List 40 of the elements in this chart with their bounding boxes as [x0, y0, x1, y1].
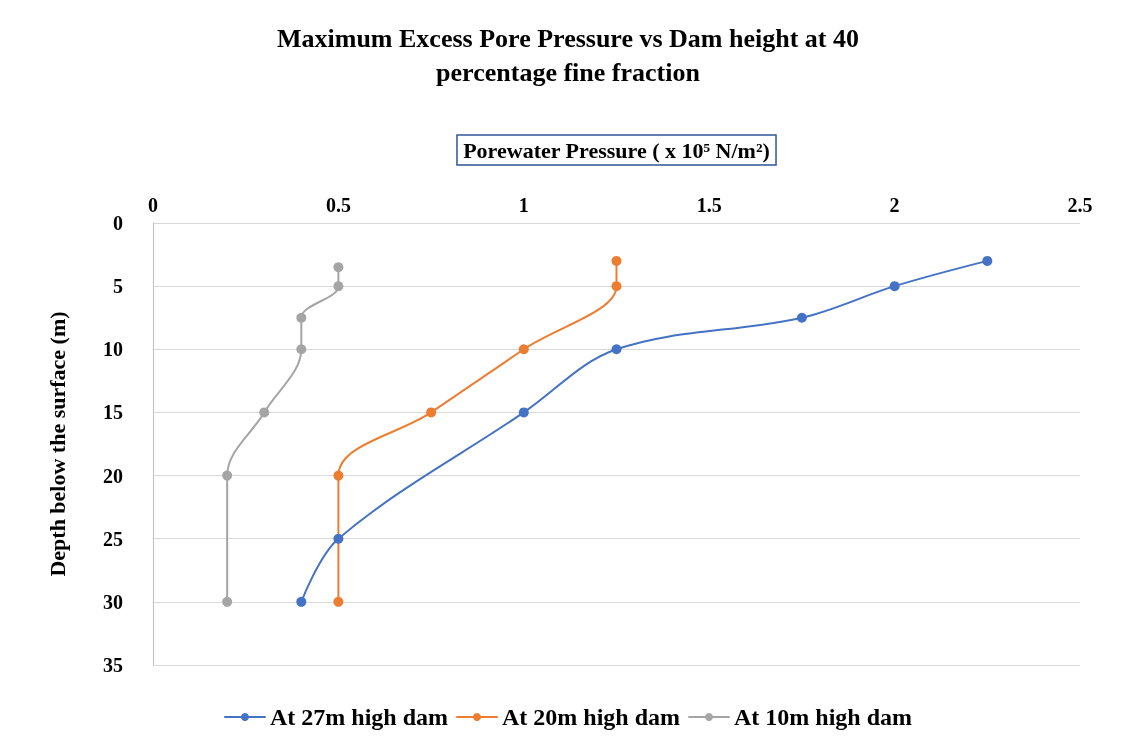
y-tick-label: 20 [103, 464, 123, 487]
point [889, 281, 900, 292]
point [333, 596, 344, 607]
point [333, 533, 344, 544]
x-tick-label: 2.5 [1067, 194, 1093, 216]
y-tick-label: 25 [103, 527, 123, 550]
point [296, 312, 307, 323]
y-tick-label: 30 [103, 590, 123, 613]
point [259, 407, 270, 418]
y-tick-label: 35 [103, 654, 123, 676]
point [222, 470, 233, 481]
point [333, 281, 344, 292]
x-tick-label: 0 [148, 194, 158, 216]
x-tick-label: 0.5 [325, 194, 351, 216]
point [518, 407, 529, 418]
point [982, 255, 993, 266]
y-tick-label: 15 [103, 401, 123, 424]
point [333, 262, 344, 273]
point [426, 407, 437, 418]
y-tick-label: 0 [113, 212, 123, 234]
legend-label: At 27m high dam [269, 704, 448, 730]
point [333, 470, 344, 481]
chart-title: Maximum Excess Pore Pressure vs Dam height at 40 percentage fine fraction [276, 23, 860, 87]
point [611, 281, 622, 292]
y-tick-label: 5 [113, 275, 123, 298]
x-axis-title: Porewater Pressure ( x 10⁵ N/m²) [463, 137, 770, 163]
x-tick-label: 1 [518, 194, 529, 216]
legend-label: At 20m high dam [501, 704, 681, 730]
legend-label: At 10m high dam [734, 704, 913, 730]
point [611, 344, 622, 355]
x-tick-label: 1.5 [696, 194, 722, 216]
point [518, 344, 529, 355]
x-tick-label: 2 [889, 194, 900, 216]
y-tick-label: 10 [103, 338, 123, 361]
point [222, 596, 233, 607]
point [296, 596, 307, 607]
point [796, 312, 807, 323]
point [296, 344, 307, 355]
point [611, 255, 622, 266]
y-axis-title: Depth below the surface (m) [44, 311, 70, 577]
